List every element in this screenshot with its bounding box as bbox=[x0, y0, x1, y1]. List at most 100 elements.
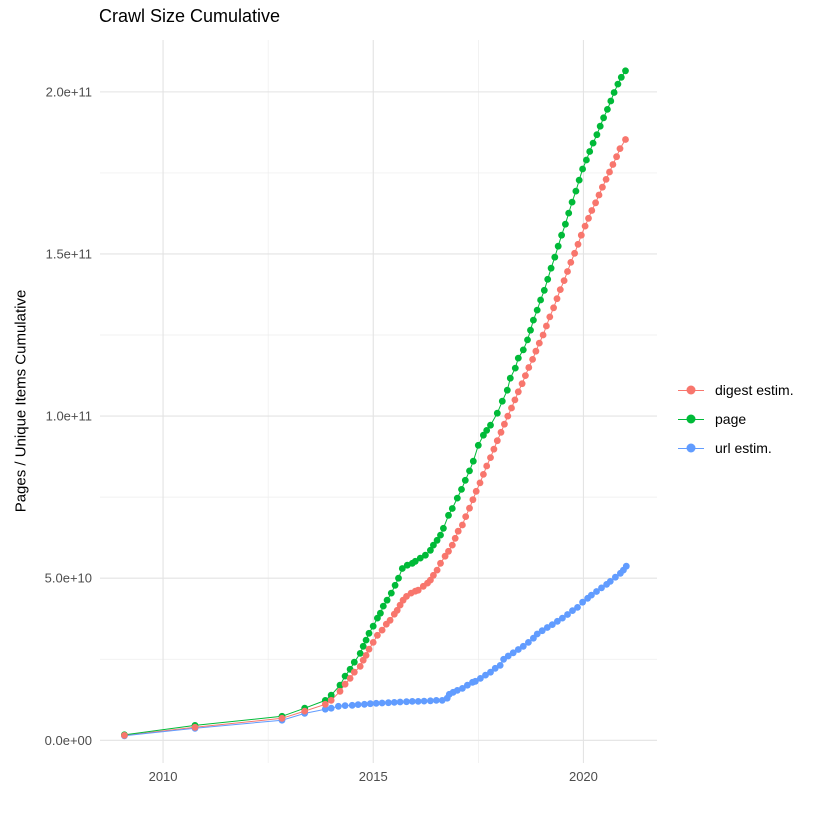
data-point-url-estim bbox=[579, 598, 586, 606]
data-point-digest-estim bbox=[336, 687, 344, 695]
data-point-page bbox=[411, 557, 419, 565]
data-point-page bbox=[433, 536, 441, 544]
data-point-page bbox=[617, 73, 625, 81]
data-point-url-estim bbox=[588, 591, 595, 599]
data-point-page bbox=[387, 589, 395, 597]
data-point-page bbox=[554, 242, 562, 250]
data-point-page bbox=[487, 421, 494, 429]
data-point-page bbox=[430, 541, 437, 549]
data-point-page bbox=[493, 409, 501, 417]
data-point-digest-estim bbox=[356, 663, 364, 670]
data-point-page bbox=[575, 176, 583, 184]
data-point-page bbox=[530, 316, 537, 324]
data-point-page bbox=[503, 386, 511, 394]
data-point-page bbox=[544, 275, 552, 283]
data-point-page bbox=[422, 551, 429, 559]
data-point-url-estim bbox=[574, 604, 581, 611]
legend-key-page-icon bbox=[678, 408, 704, 430]
data-point-page bbox=[461, 476, 469, 484]
data-point-digest-estim bbox=[567, 259, 575, 266]
legend-label-digest-estim: digest estim. bbox=[715, 382, 794, 398]
data-point-digest-estim bbox=[433, 566, 441, 574]
data-point-digest-estim bbox=[511, 396, 519, 404]
data-point-page bbox=[579, 165, 586, 173]
data-point-page bbox=[440, 524, 447, 532]
data-point-digest-estim bbox=[346, 675, 354, 682]
data-point-digest-estim bbox=[543, 322, 550, 330]
data-point-page bbox=[362, 636, 370, 644]
data-point-url-estim bbox=[459, 685, 466, 692]
data-point-page bbox=[374, 614, 381, 622]
data-point-digest-estim bbox=[374, 631, 381, 639]
data-point-page bbox=[398, 565, 406, 572]
data-point-digest-estim bbox=[321, 700, 329, 708]
data-point-url-estim bbox=[453, 687, 461, 694]
data-point-url-estim bbox=[348, 701, 356, 709]
data-point-digest-estim bbox=[508, 404, 515, 412]
data-point-page bbox=[379, 602, 387, 610]
data-point-digest-estim bbox=[476, 479, 484, 487]
data-point-url-estim bbox=[612, 573, 619, 581]
data-point-digest-estim bbox=[588, 207, 596, 214]
data-point-page bbox=[540, 286, 548, 294]
chart-title: Crawl Size Cumulative bbox=[99, 6, 281, 26]
data-point-url-estim bbox=[504, 652, 512, 660]
data-point-page bbox=[622, 67, 629, 75]
data-point-digest-estim bbox=[532, 347, 540, 355]
data-point-page bbox=[537, 296, 544, 304]
y-tick-label: 1.0e+11 bbox=[46, 409, 92, 424]
data-point-digest-estim bbox=[441, 552, 449, 560]
data-point-digest-estim bbox=[487, 454, 494, 461]
y-tick-label: 5.0e+10 bbox=[45, 571, 92, 586]
data-point-digest-estim bbox=[616, 145, 624, 153]
data-point-digest-estim bbox=[560, 277, 568, 284]
data-point-page bbox=[610, 89, 618, 96]
data-point-url-estim bbox=[366, 700, 374, 708]
data-point-digest-estim bbox=[437, 559, 444, 567]
data-point-digest-estim bbox=[301, 707, 309, 715]
data-point-url-estim bbox=[327, 704, 335, 712]
data-point-digest-estim bbox=[622, 136, 629, 143]
data-point-page bbox=[350, 658, 358, 666]
data-point-page bbox=[383, 596, 391, 604]
data-point-url-estim bbox=[341, 702, 349, 709]
legend-label-url-estim: url estim. bbox=[715, 440, 772, 456]
data-point-page bbox=[562, 220, 569, 228]
data-point-digest-estim bbox=[518, 380, 526, 388]
data-point-page bbox=[336, 681, 344, 689]
data-point-page bbox=[506, 374, 514, 382]
x-tick-label: 2010 bbox=[149, 769, 178, 784]
data-point-digest-estim bbox=[581, 222, 589, 230]
data-point-page bbox=[583, 156, 590, 164]
data-point-page bbox=[474, 441, 482, 449]
data-point-digest-estim bbox=[490, 445, 498, 453]
data-point-digest-estim bbox=[462, 513, 470, 520]
data-point-page bbox=[547, 264, 555, 272]
data-point-digest-estim bbox=[365, 645, 373, 653]
data-point-url-estim bbox=[321, 705, 329, 713]
data-point-url-estim bbox=[598, 584, 605, 592]
data-point-page bbox=[607, 97, 615, 105]
data-point-url-estim bbox=[477, 675, 484, 682]
data-point-page bbox=[416, 554, 424, 562]
data-point-digest-estim bbox=[396, 601, 404, 609]
data-point-page bbox=[604, 106, 611, 113]
data-point-url-estim bbox=[408, 698, 416, 705]
data-point-digest-estim bbox=[553, 295, 561, 303]
data-point-digest-estim bbox=[609, 161, 617, 168]
legend-item-digest-estim: digest estim. bbox=[678, 379, 794, 401]
data-point-url-estim bbox=[606, 578, 614, 585]
data-point-page bbox=[359, 642, 367, 650]
data-point-page bbox=[395, 574, 402, 582]
data-point-url-estim bbox=[514, 646, 522, 653]
data-point-digest-estim bbox=[501, 420, 508, 428]
data-point-digest-estim bbox=[459, 521, 466, 529]
legend: digest estim. page url estim. bbox=[678, 379, 794, 459]
data-point-digest-estim bbox=[556, 286, 564, 293]
data-point-url-estim bbox=[569, 607, 576, 614]
data-point-digest-estim bbox=[430, 571, 437, 579]
data-point-page bbox=[519, 346, 527, 354]
data-point-page bbox=[448, 505, 456, 512]
data-point-page bbox=[458, 486, 465, 493]
